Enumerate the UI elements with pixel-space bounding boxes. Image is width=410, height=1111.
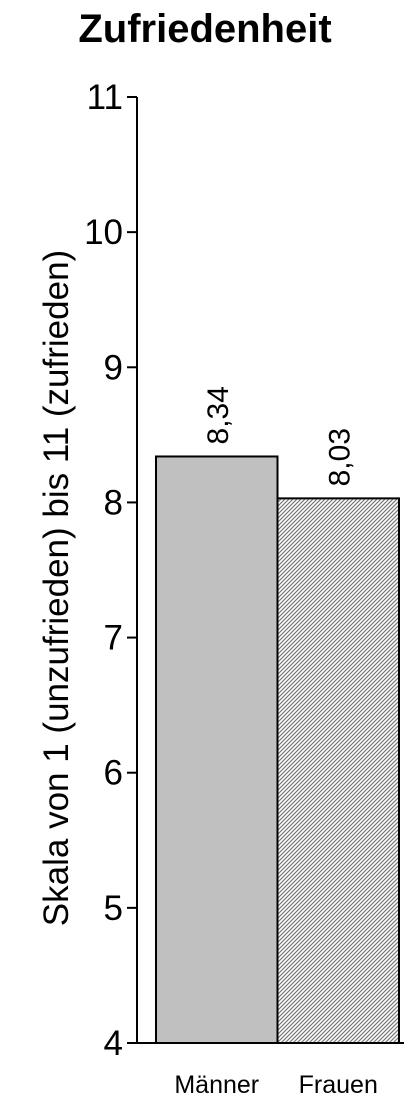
- y-tick-label-9: 9: [104, 348, 123, 387]
- y-tick-label-8: 8: [104, 483, 123, 522]
- chart-title: Zufriedenheit: [78, 7, 331, 51]
- y-tick-label-6: 6: [104, 754, 123, 793]
- bar-2: [276, 497, 400, 1045]
- x-tick-label-1: Männer: [174, 1071, 259, 1099]
- y-tick-label-5: 5: [104, 889, 123, 928]
- y-axis-label: Skala von 1 (unzufrieden) bis 11 (zufrie…: [37, 250, 76, 926]
- y-tick-label-4: 4: [104, 1024, 123, 1063]
- plot-area: 8,34 Männer 8,03 Frauen 4 5 6 7 8 9 10 11: [84, 78, 404, 1099]
- x-tick-label-2: Frauen: [299, 1071, 378, 1099]
- y-tick-label-7: 7: [104, 619, 123, 658]
- data-label-2: 8,03: [323, 428, 356, 486]
- y-tick-label-11: 11: [87, 78, 123, 117]
- data-label-1: 8,34: [202, 386, 235, 444]
- bar-1: [155, 455, 279, 1045]
- y-tick-label-10: 10: [84, 213, 123, 252]
